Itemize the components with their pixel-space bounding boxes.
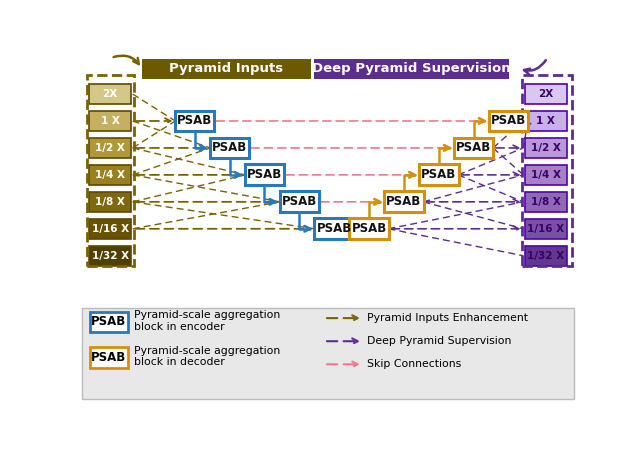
Text: 1/4 X: 1/4 X (531, 170, 561, 180)
FancyBboxPatch shape (90, 311, 127, 333)
Text: PSAB: PSAB (282, 195, 317, 208)
FancyBboxPatch shape (454, 138, 493, 158)
Text: 1/2 X: 1/2 X (531, 143, 561, 153)
Text: 1 X: 1 X (536, 116, 556, 126)
FancyBboxPatch shape (90, 84, 131, 104)
Text: 2X: 2X (102, 89, 118, 99)
Text: Pyramid-scale aggregation
block in decoder: Pyramid-scale aggregation block in decod… (134, 346, 280, 367)
FancyBboxPatch shape (90, 246, 131, 266)
FancyBboxPatch shape (525, 111, 566, 131)
Text: 1 X: 1 X (100, 116, 120, 126)
FancyBboxPatch shape (525, 246, 566, 266)
FancyBboxPatch shape (90, 111, 131, 131)
Text: Pyramid Inputs Enhancement: Pyramid Inputs Enhancement (367, 313, 528, 323)
Text: Skip Connections: Skip Connections (367, 359, 461, 369)
FancyBboxPatch shape (90, 347, 127, 368)
FancyBboxPatch shape (525, 192, 566, 212)
FancyBboxPatch shape (349, 218, 389, 239)
Text: 1/8 X: 1/8 X (95, 197, 125, 207)
Text: PSAB: PSAB (387, 195, 422, 208)
Text: Pyramid-scale aggregation
block in encoder: Pyramid-scale aggregation block in encod… (134, 310, 280, 332)
FancyBboxPatch shape (210, 138, 250, 158)
Text: PSAB: PSAB (91, 351, 126, 364)
FancyBboxPatch shape (142, 58, 311, 79)
Text: 1/16 X: 1/16 X (92, 224, 129, 234)
Text: Pyramid Inputs: Pyramid Inputs (170, 62, 284, 75)
Text: 2X: 2X (538, 89, 554, 99)
FancyBboxPatch shape (489, 111, 529, 131)
Text: Deep Pyramid Supervision: Deep Pyramid Supervision (312, 62, 511, 75)
Text: 1/8 X: 1/8 X (531, 197, 561, 207)
FancyBboxPatch shape (244, 165, 284, 185)
FancyBboxPatch shape (90, 219, 131, 239)
Text: PSAB: PSAB (456, 141, 492, 154)
FancyBboxPatch shape (90, 138, 131, 158)
Text: PSAB: PSAB (351, 222, 387, 235)
FancyBboxPatch shape (525, 165, 566, 185)
FancyBboxPatch shape (525, 219, 566, 239)
Text: 1/32 X: 1/32 X (527, 251, 564, 261)
FancyBboxPatch shape (384, 191, 424, 212)
Text: PSAB: PSAB (212, 141, 247, 154)
FancyBboxPatch shape (314, 218, 354, 239)
FancyBboxPatch shape (525, 84, 566, 104)
FancyBboxPatch shape (314, 58, 509, 79)
FancyBboxPatch shape (90, 192, 131, 212)
Text: PSAB: PSAB (491, 114, 526, 127)
FancyBboxPatch shape (90, 165, 131, 185)
Text: PSAB: PSAB (247, 168, 282, 181)
Text: PSAB: PSAB (421, 168, 456, 181)
FancyBboxPatch shape (525, 138, 566, 158)
FancyBboxPatch shape (280, 191, 319, 212)
Text: PSAB: PSAB (317, 222, 352, 235)
Text: 1/16 X: 1/16 X (527, 224, 564, 234)
FancyBboxPatch shape (175, 111, 214, 131)
Text: Deep Pyramid Supervision: Deep Pyramid Supervision (367, 336, 511, 346)
FancyBboxPatch shape (419, 165, 459, 185)
FancyBboxPatch shape (81, 308, 575, 399)
Text: 1/4 X: 1/4 X (95, 170, 125, 180)
Text: 1/2 X: 1/2 X (95, 143, 125, 153)
Text: 1/32 X: 1/32 X (92, 251, 129, 261)
Text: PSAB: PSAB (177, 114, 212, 127)
Text: PSAB: PSAB (91, 315, 126, 328)
